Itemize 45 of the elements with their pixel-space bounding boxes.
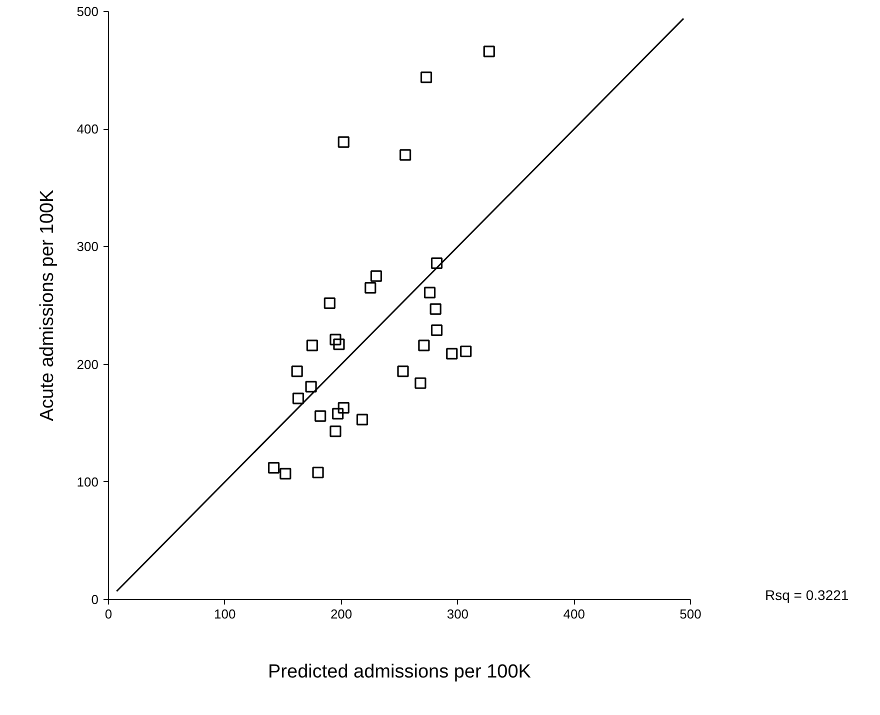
point [430, 324, 443, 336]
point [424, 286, 436, 298]
point [483, 46, 495, 58]
y-tick-label: 400 [76, 122, 99, 137]
point [430, 303, 442, 315]
point [324, 297, 336, 309]
y-tick-label: 100 [76, 474, 99, 490]
point [306, 340, 318, 352]
point [332, 408, 344, 420]
point [370, 270, 382, 282]
y-tick-label: 0 [91, 592, 99, 607]
point [446, 348, 458, 360]
point [268, 462, 280, 474]
y-axis-title: Acute admissions per 100K [36, 190, 58, 422]
y-tick-label: 300 [76, 239, 99, 254]
point [397, 366, 409, 378]
x-tick-label: 400 [563, 606, 585, 622]
point [330, 334, 342, 346]
x-tick-label: 100 [214, 606, 236, 622]
point [292, 392, 304, 404]
x-tick-label: 200 [330, 606, 352, 622]
point [312, 466, 324, 478]
point [338, 136, 350, 148]
point [364, 282, 376, 294]
point [305, 380, 317, 392]
point [400, 149, 412, 161]
point [356, 414, 368, 426]
y-tick-label: 200 [76, 356, 99, 372]
x-tick-label: 0 [104, 606, 112, 622]
point [280, 468, 292, 480]
point [420, 72, 432, 84]
point [338, 402, 350, 414]
point [314, 410, 326, 422]
point [414, 377, 426, 389]
point [430, 257, 443, 269]
text: Rsq = 0.3221 [765, 586, 849, 605]
x-tick-label: 500 [680, 606, 702, 622]
point [418, 340, 430, 352]
point [460, 346, 472, 358]
x-tick-label: 300 [446, 606, 469, 622]
point [333, 338, 345, 350]
point [330, 426, 342, 438]
y-tick-label: 500 [76, 4, 99, 19]
x-axis-title: Predicted admissions per 100K [268, 662, 532, 682]
point [291, 366, 303, 378]
